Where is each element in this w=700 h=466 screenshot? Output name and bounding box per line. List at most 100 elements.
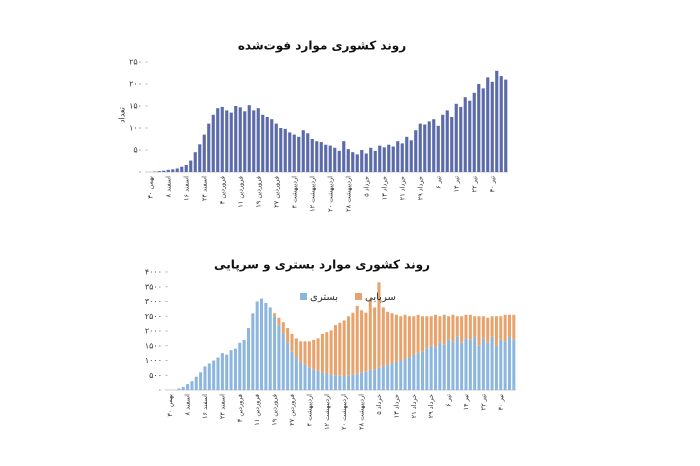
bar bbox=[468, 100, 472, 172]
bar-segment bbox=[303, 341, 307, 365]
bar-segment bbox=[216, 357, 220, 390]
bar bbox=[184, 164, 188, 172]
bar bbox=[382, 147, 386, 172]
x-tick-label: ۱۱ فروردین bbox=[253, 394, 261, 426]
bar-segment bbox=[333, 375, 337, 390]
x-tick-label: ۳۰ تیر bbox=[488, 176, 496, 193]
bar bbox=[265, 117, 269, 172]
bar bbox=[175, 168, 179, 172]
bar-segment bbox=[420, 316, 424, 352]
bar-segment bbox=[490, 316, 494, 337]
x-tick-label: ۱۶ اسفند bbox=[182, 176, 190, 201]
bar bbox=[270, 119, 274, 172]
bar-segment bbox=[512, 314, 516, 340]
y-tick-label: ۱۵۰۰ bbox=[145, 341, 162, 350]
x-tick-label: ۳۰ تیر bbox=[497, 394, 505, 411]
bar-segment bbox=[268, 307, 272, 390]
bar bbox=[454, 103, 458, 172]
bar bbox=[459, 106, 463, 172]
y-tick-label: ۱۰۰ bbox=[129, 124, 142, 133]
bar-segment bbox=[473, 336, 477, 390]
bar-segment bbox=[307, 367, 311, 390]
bar bbox=[373, 150, 377, 172]
bar-segment bbox=[381, 307, 385, 367]
y-tick-label: ۲۵۰۰ bbox=[145, 312, 162, 321]
bar bbox=[211, 114, 215, 172]
x-tick-label: ۲۸ اردیبهشت bbox=[344, 176, 352, 212]
x-tick-label: ۸ اسفند bbox=[184, 394, 192, 416]
bar bbox=[297, 136, 301, 172]
bar-segment bbox=[425, 348, 429, 390]
bar-segment bbox=[312, 369, 316, 390]
bar bbox=[337, 150, 341, 172]
bar-segment bbox=[494, 316, 498, 346]
bar bbox=[355, 154, 359, 172]
bar bbox=[252, 110, 256, 172]
bar bbox=[301, 130, 305, 172]
x-tick-label: ۶ تیر bbox=[445, 394, 453, 407]
x-tick-label: ۲۰ اردیبهشت bbox=[326, 176, 334, 212]
bar-segment bbox=[490, 336, 494, 390]
bar-segment bbox=[407, 316, 411, 358]
bar bbox=[378, 145, 382, 172]
bar bbox=[423, 124, 427, 172]
bar bbox=[414, 130, 418, 172]
bar bbox=[481, 88, 485, 172]
bar bbox=[315, 141, 319, 172]
y-tick-label: ۰ bbox=[138, 168, 142, 177]
bar-segment bbox=[429, 316, 433, 346]
bar-segment bbox=[338, 322, 342, 376]
bar-segment bbox=[294, 357, 298, 390]
bar-segment bbox=[351, 374, 355, 390]
bar-segment bbox=[460, 316, 464, 343]
bar-segment bbox=[451, 341, 455, 390]
bar-segment bbox=[212, 360, 216, 390]
bar-segment bbox=[442, 344, 446, 390]
bar-segment bbox=[286, 328, 290, 343]
bar-segment bbox=[512, 339, 516, 390]
bar bbox=[441, 114, 445, 172]
x-tick-label: ۱۲ اردیبهشت bbox=[308, 176, 316, 212]
bar bbox=[400, 143, 404, 172]
bar bbox=[427, 121, 431, 172]
bar-segment bbox=[477, 316, 481, 346]
y-tick-label: ۰ bbox=[158, 386, 162, 395]
y-tick-label: ۳۰۰۰ bbox=[145, 297, 162, 306]
bar-segment bbox=[368, 299, 372, 370]
bar bbox=[418, 123, 422, 172]
bar bbox=[499, 76, 503, 172]
x-tick-label: ۲۹ خرداد bbox=[427, 394, 435, 418]
bar bbox=[202, 134, 206, 172]
y-tick-label: ۵۰۰ bbox=[149, 371, 162, 380]
bar-segment bbox=[364, 312, 368, 372]
bar-segment bbox=[347, 316, 351, 376]
bar-segment bbox=[394, 361, 398, 390]
bar bbox=[243, 111, 247, 172]
bar-segment bbox=[368, 369, 372, 390]
bar-segment bbox=[333, 325, 337, 376]
bar bbox=[193, 152, 197, 172]
x-tick-label: ۱۳ خرداد bbox=[380, 176, 388, 200]
bar-segment bbox=[503, 341, 507, 390]
bar bbox=[229, 112, 233, 172]
x-tick-label: ۱۶ اسفند bbox=[201, 394, 209, 419]
x-tick-label: ۲۱ خرداد bbox=[410, 394, 418, 418]
legend-label: سرپایی bbox=[365, 292, 396, 303]
bar-segment bbox=[290, 333, 294, 352]
bar bbox=[274, 123, 278, 172]
bar bbox=[472, 92, 476, 172]
x-tick-label: ۳۰ بهمن bbox=[166, 394, 174, 417]
bar bbox=[364, 153, 368, 172]
bar-segment bbox=[468, 314, 472, 340]
bar bbox=[180, 166, 184, 172]
y-tick-label: ۴۰۰۰ bbox=[145, 268, 162, 277]
bar-segment bbox=[390, 313, 394, 364]
bar-segment bbox=[468, 339, 472, 390]
bar bbox=[279, 128, 283, 172]
bar-segment bbox=[251, 313, 255, 390]
y-tick-label: ۱۵۰ bbox=[129, 102, 142, 111]
bar-segment bbox=[264, 302, 268, 390]
bar bbox=[166, 169, 170, 172]
bar bbox=[288, 132, 292, 172]
bar-segment bbox=[464, 314, 468, 339]
